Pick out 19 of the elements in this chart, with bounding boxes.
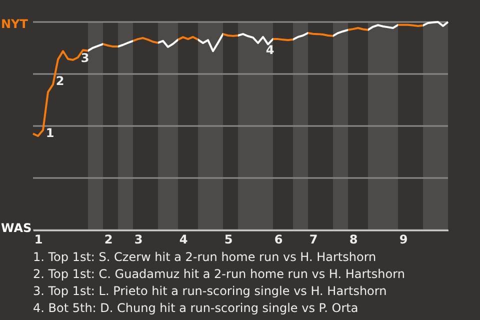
text: 1. Top 1st: S. Czerw hit a 2-run home run vs H. Hartshorn	[33, 250, 376, 264]
text: 3. Top 1st: L. Prieto hit a run-scoring single vs H. Hartshorn	[33, 284, 387, 298]
x-tick-label: 3	[134, 232, 143, 246]
text: 2. Top 1st: C. Guadamuz hit a 2-run home run vs H. Hartshorn	[33, 267, 405, 281]
annotation: 4	[266, 43, 274, 57]
x-tick-label: 8	[349, 232, 358, 246]
x-tick-label: 4	[179, 232, 188, 246]
x-tick-label: 6	[274, 232, 283, 246]
x-tick-label: 1	[34, 232, 43, 246]
x-tick-label: 5	[224, 232, 233, 246]
text: 4. Bot 5th: D. Chung hit a run-scoring single vs P. Orta	[33, 301, 358, 315]
x-tick-label: 9	[399, 232, 408, 246]
x-tick-label: 2	[104, 232, 113, 246]
x-tick-label: 7	[309, 232, 318, 246]
annotation: 2	[56, 74, 64, 88]
annotation: 1	[46, 126, 54, 140]
text: NYT	[1, 17, 29, 31]
annotation: 3	[80, 51, 90, 65]
text: WAS	[1, 221, 32, 235]
